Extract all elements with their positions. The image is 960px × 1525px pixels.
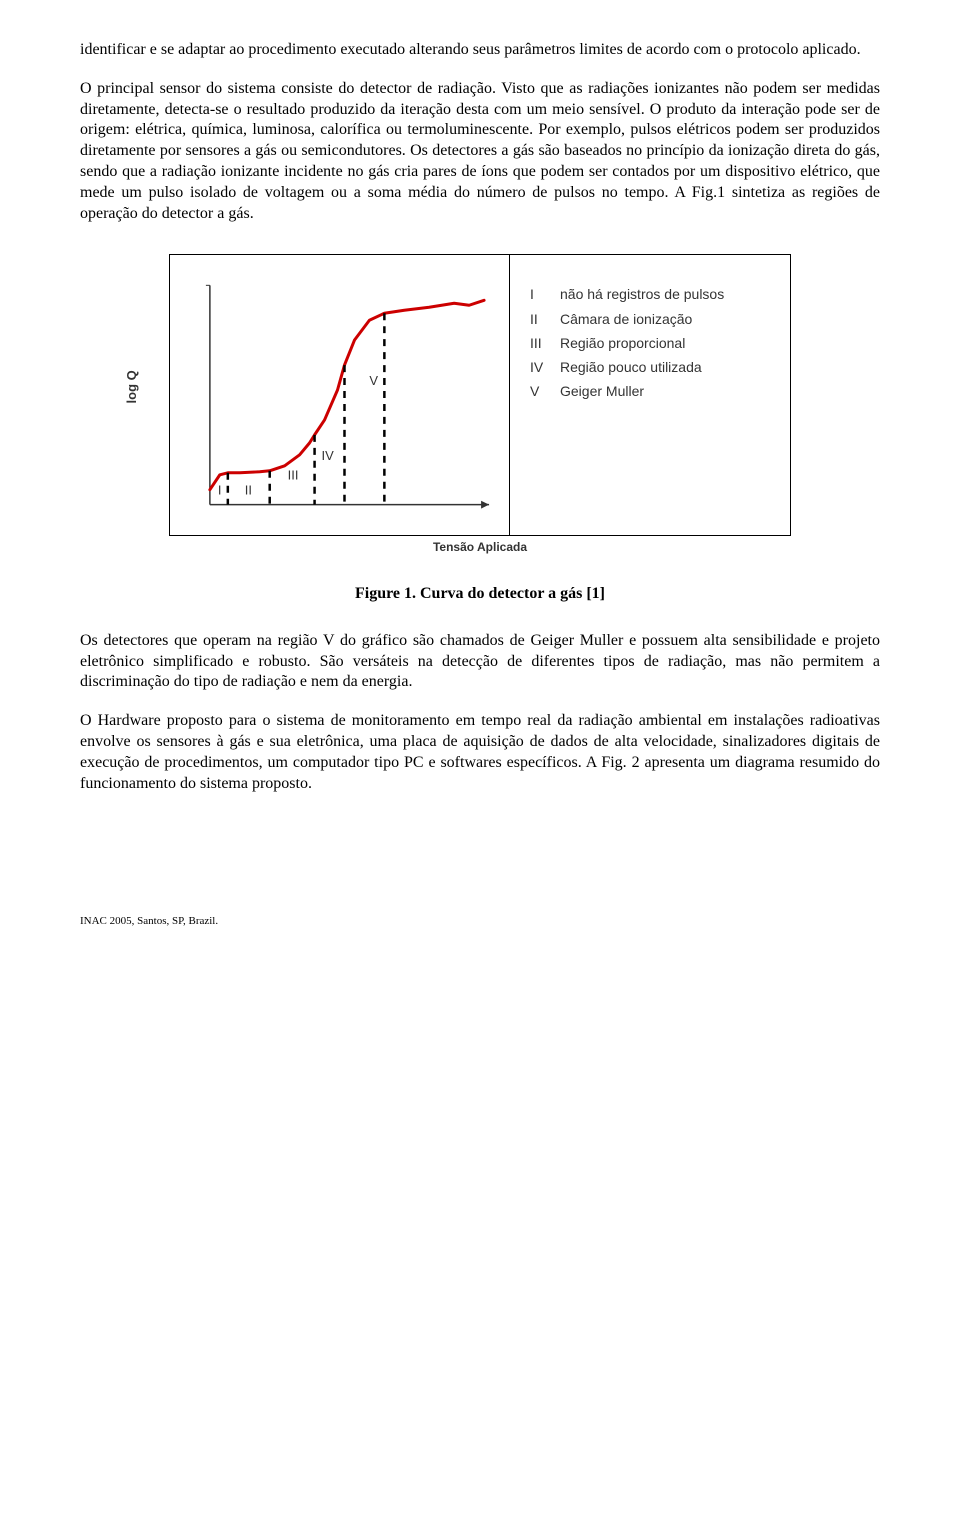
gas-detector-curve-chart: IIIIIIIVV — [170, 255, 510, 535]
svg-text:II: II — [245, 483, 252, 498]
legend-row: IVRegião pouco utilizada — [530, 358, 770, 376]
figure-caption: Figure 1. Curva do detector a gás [1] — [80, 584, 880, 605]
legend-key: II — [530, 310, 560, 328]
paragraph: O Hardware proposto para o sistema de mo… — [80, 711, 880, 794]
paragraph: Os detectores que operam na região V do … — [80, 631, 880, 693]
legend-text: Região proporcional — [560, 334, 685, 352]
paragraph: O principal sensor do sistema consiste d… — [80, 79, 880, 225]
figure-1: log Q IIIIIIIVV Inão há registros de pul… — [80, 254, 880, 564]
paragraph: identificar e se adaptar ao procedimento… — [80, 40, 880, 61]
legend-row: IICâmara de ionização — [530, 310, 770, 328]
legend-text: Região pouco utilizada — [560, 358, 702, 376]
svg-text:III: III — [288, 468, 299, 483]
chart-legend: Inão há registros de pulsosIICâmara de i… — [510, 255, 790, 535]
svg-text:IV: IV — [322, 448, 335, 463]
chart-y-axis-label: log Q — [124, 371, 141, 404]
legend-row: Inão há registros de pulsos — [530, 285, 770, 303]
legend-row: IIIRegião proporcional — [530, 334, 770, 352]
legend-text: não há registros de pulsos — [560, 285, 724, 303]
legend-key: V — [530, 382, 560, 400]
legend-key: III — [530, 334, 560, 352]
legend-row: VGeiger Muller — [530, 382, 770, 400]
svg-text:V: V — [369, 373, 378, 388]
legend-key: IV — [530, 358, 560, 376]
legend-text: Geiger Muller — [560, 382, 644, 400]
page-footer: INAC 2005, Santos, SP, Brazil. — [80, 914, 880, 928]
chart-x-axis-label: Tensão Aplicada — [433, 540, 527, 556]
legend-key: I — [530, 285, 560, 303]
legend-text: Câmara de ionização — [560, 310, 692, 328]
svg-text:I: I — [218, 483, 222, 498]
